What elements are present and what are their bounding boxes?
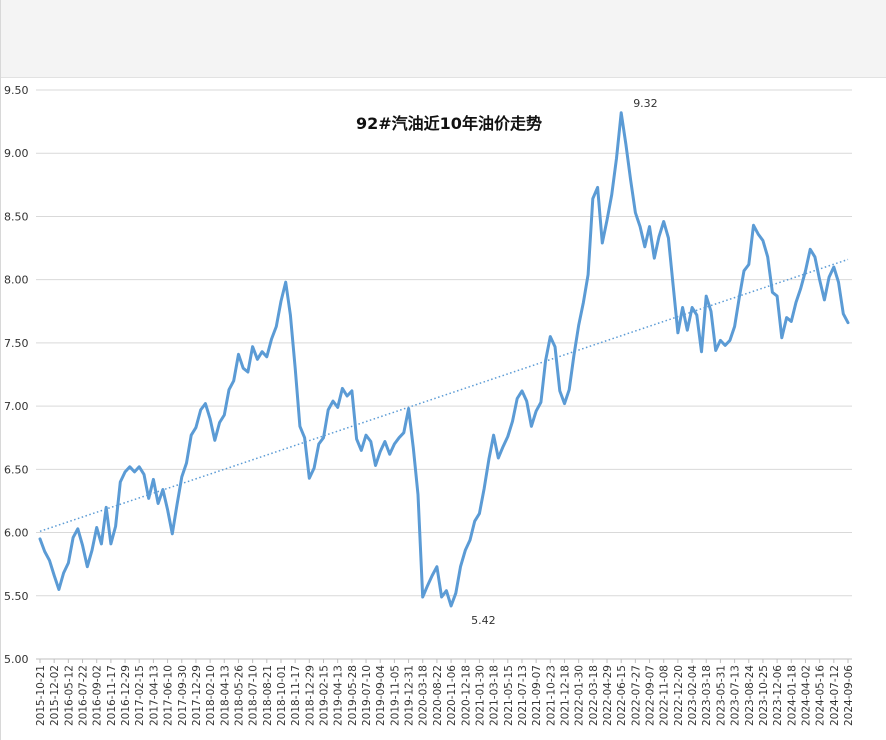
- x-tick-label: 2018-12-29: [304, 665, 316, 726]
- x-tick-label: 2021-10-23: [545, 665, 557, 726]
- price-series-points: [40, 113, 848, 606]
- gridlines: [36, 89, 852, 660]
- x-tick-label: 2015-12-02: [49, 665, 61, 726]
- x-tick-label: 2023-03-18: [701, 665, 713, 726]
- x-tick-label: 2021-12-18: [559, 665, 571, 726]
- x-tick-label: 2024-05-16: [815, 665, 827, 726]
- y-axis: 9.50 9.00 8.50 8.00 7.50 7.00 6.50 6.00 5.50 5.00: [4, 84, 29, 666]
- x-tick-label: 2017-12-29: [191, 665, 203, 726]
- y-tick-label: 8.00: [4, 274, 29, 287]
- x-tick-label: 2019-12-31: [404, 665, 416, 726]
- x-tick-label: 2018-02-10: [205, 665, 217, 726]
- x-tick-label: 2023-10-25: [758, 665, 770, 726]
- x-tick-label: 2022-12-20: [673, 665, 685, 726]
- x-tick-label: 2021-09-07: [531, 665, 543, 726]
- x-tick-label: 2019-04-13: [333, 665, 345, 726]
- x-tick-label: 2019-11-05: [389, 665, 401, 726]
- y-tick-label: 7.00: [4, 400, 29, 413]
- y-tick-label: 9.00: [4, 147, 29, 160]
- y-tick-label: 5.00: [4, 653, 29, 666]
- x-tick-label: 2024-04-02: [800, 665, 812, 726]
- x-tick-label: 2020-03-18: [418, 665, 430, 726]
- x-tick-label: 2019-02-15: [319, 665, 331, 726]
- x-tick-label: 2023-12-06: [772, 665, 784, 726]
- y-tick-label: 8.50: [4, 210, 29, 223]
- y-tick-label: 7.50: [4, 337, 29, 350]
- x-tick-label: 2016-11-17: [106, 665, 118, 726]
- data-label: 9.32: [633, 97, 658, 110]
- x-tick-label: 2020-11-06: [446, 665, 458, 726]
- x-axis: 2015-10-21 2015-12-02 2016-05-12 2016-07-22…: [35, 659, 855, 726]
- x-tick-label: 2023-02-04: [687, 665, 699, 726]
- chart-title: 92#汽油近10年油价走势: [356, 114, 542, 133]
- y-tick-label: 6.50: [4, 463, 29, 476]
- x-tick-label: 2022-06-15: [616, 665, 628, 726]
- x-tick-label: 2024-07-12: [829, 665, 841, 726]
- x-tick-label: 2022-01-30: [574, 665, 586, 726]
- x-tick-label: 2023-07-13: [730, 665, 742, 726]
- x-tick-label: 2019-09-04: [375, 665, 387, 726]
- x-tick-label: 2017-06-10: [163, 665, 175, 726]
- x-tick-label: 2022-09-07: [645, 665, 657, 726]
- price-series-line: [38, 111, 850, 608]
- x-tick-label: 2020-08-22: [432, 665, 444, 726]
- annotations: 9.325.427.66: [471, 97, 658, 627]
- x-tick-label: 2017-02-15: [134, 665, 146, 726]
- y-tick-label: 6.00: [4, 527, 29, 540]
- x-tick-label: 2024-09-06: [843, 665, 855, 726]
- y-tick-label: 9.50: [4, 84, 29, 97]
- y-tick-label: 5.50: [4, 590, 29, 603]
- x-tick-label: 2016-07-22: [78, 665, 90, 726]
- x-tick-label: 2018-04-13: [219, 665, 231, 726]
- x-tick-label: 2019-07-10: [361, 665, 373, 726]
- x-tick-label: 2022-03-18: [588, 665, 600, 726]
- x-tick-label: 2021-07-13: [517, 665, 529, 726]
- x-tick-label: 2015-10-21: [35, 665, 47, 726]
- x-tick-label: 2022-11-08: [659, 665, 671, 726]
- x-tick-label: 2022-04-29: [602, 665, 614, 726]
- x-tick-label: 2021-03-18: [489, 665, 501, 726]
- x-tick-label: 2023-05-31: [715, 665, 727, 726]
- x-tick-label: 2021-01-30: [474, 665, 486, 726]
- x-tick-label: 2017-09-30: [177, 665, 189, 726]
- x-tick-label: 2022-07-27: [630, 665, 642, 726]
- x-tick-label: 2016-09-02: [92, 665, 104, 726]
- x-tick-label: 2018-07-10: [248, 665, 260, 726]
- x-tick-label: 2021-05-15: [503, 665, 515, 726]
- x-tick-label: 2018-11-17: [290, 665, 302, 726]
- top-toolbar-area: [0, 0, 886, 78]
- x-tick-label: 2016-12-29: [120, 665, 132, 726]
- x-tick-label: 2017-04-13: [148, 665, 160, 726]
- x-tick-label: 2018-08-21: [262, 665, 274, 726]
- x-tick-label: 2018-05-26: [233, 665, 245, 726]
- x-tick-label: 2016-05-12: [63, 665, 75, 726]
- x-tick-label: 2020-12-18: [460, 665, 472, 726]
- x-tick-label: 2024-01-18: [786, 665, 798, 726]
- window-left-edge: [0, 0, 1, 740]
- x-tick-label: 2018-10-01: [276, 665, 288, 726]
- x-tick-label: 2023-08-24: [744, 665, 756, 726]
- x-tick-label: 2019-05-28: [347, 665, 359, 726]
- data-label: 5.42: [471, 614, 496, 627]
